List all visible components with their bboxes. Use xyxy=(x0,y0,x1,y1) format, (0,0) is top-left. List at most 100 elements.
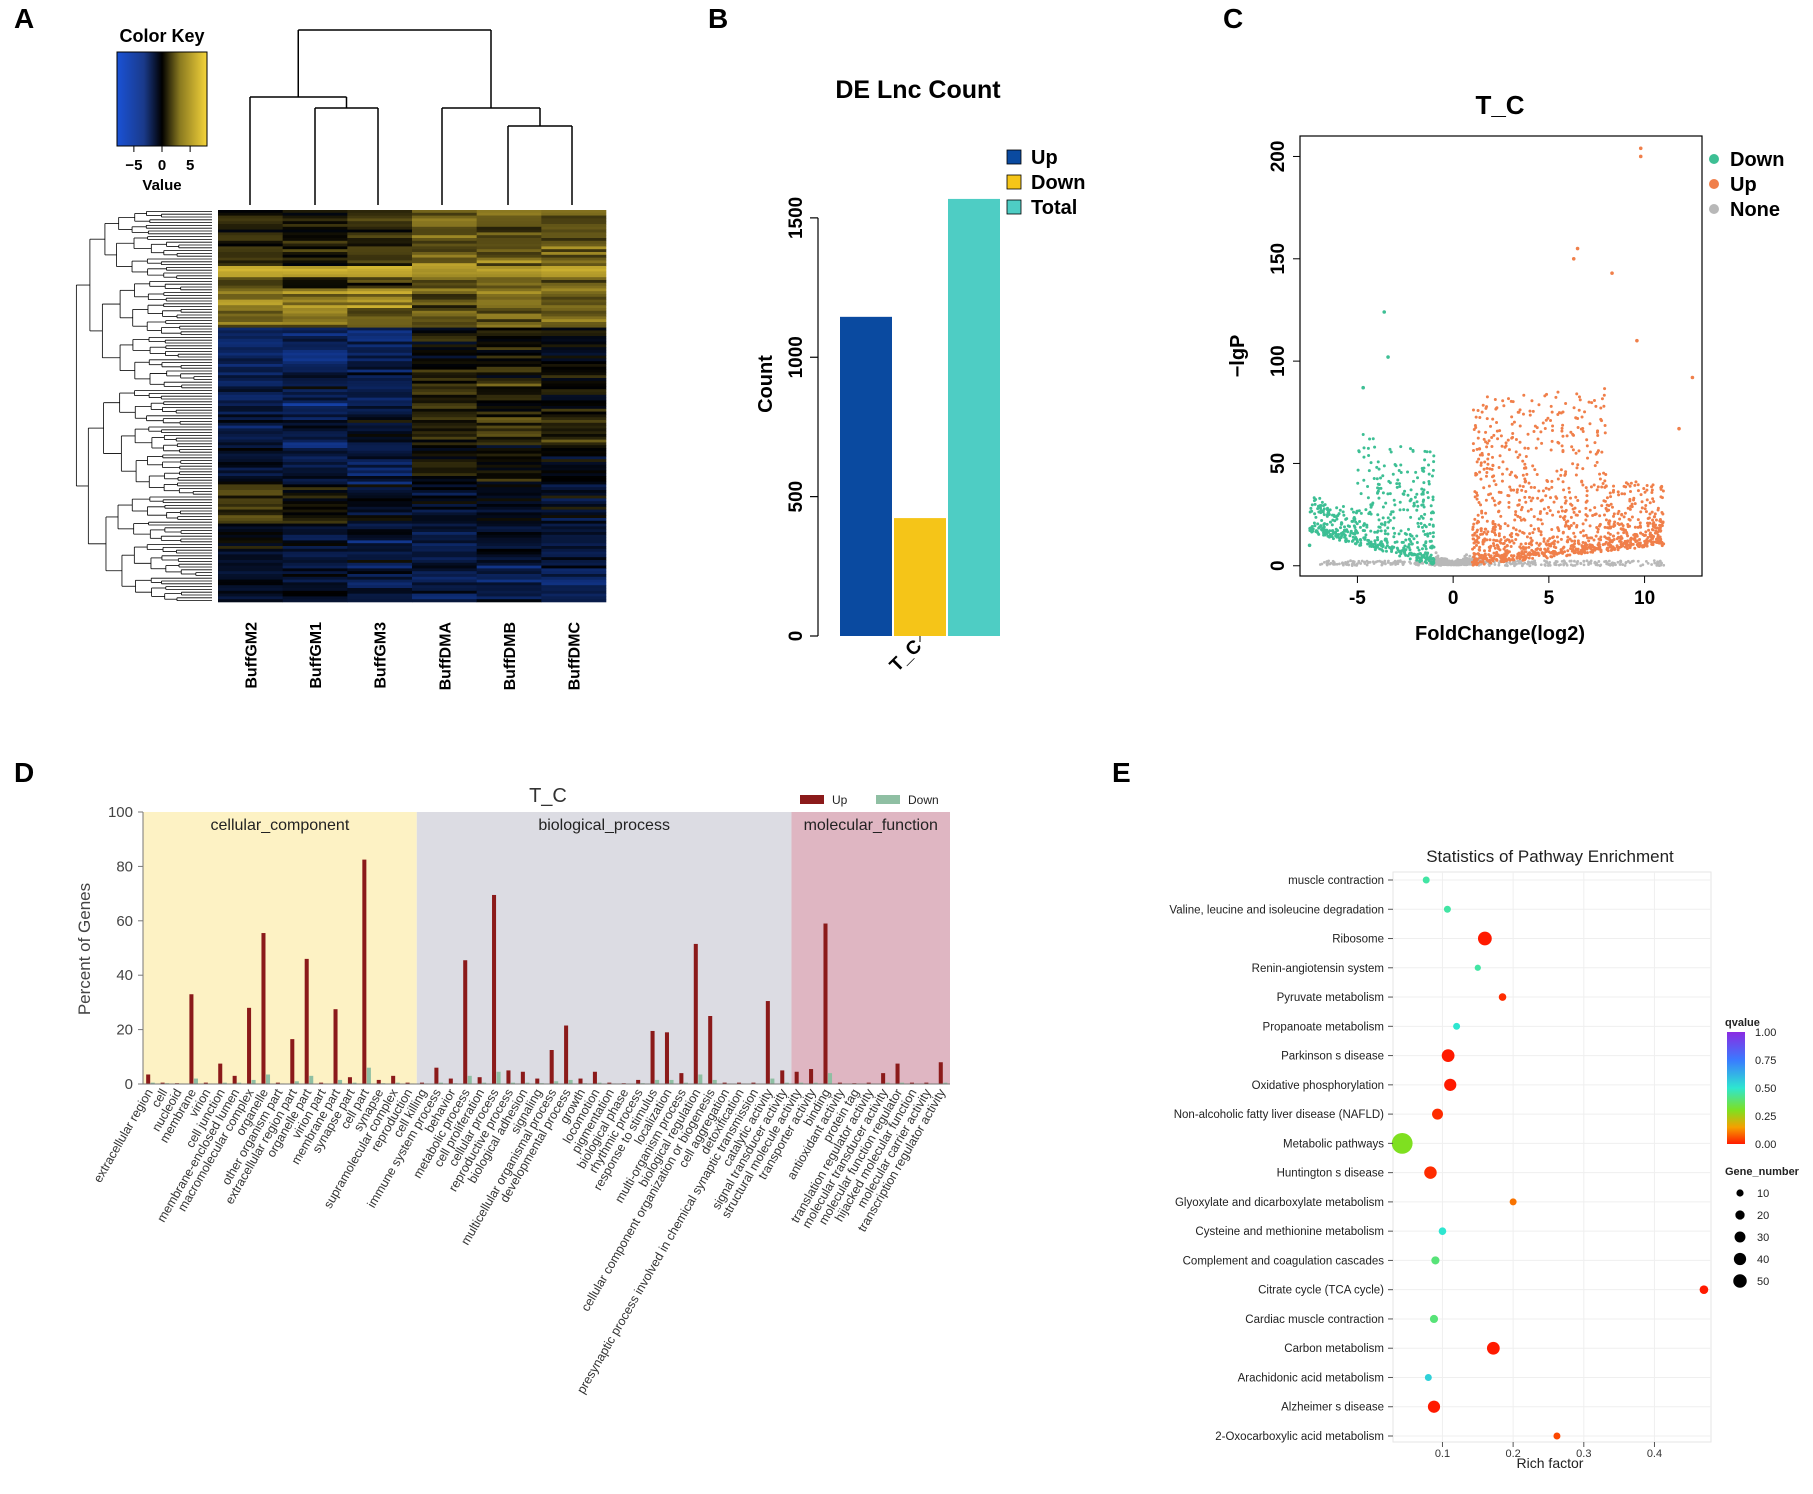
heatmap-cell xyxy=(476,422,542,426)
heatmap-cell xyxy=(347,495,413,499)
heatmap-cell xyxy=(347,534,413,538)
point-down xyxy=(1352,516,1356,520)
heatmap-cell xyxy=(541,215,607,219)
heatmap-cell xyxy=(282,294,348,298)
point-up xyxy=(1482,562,1486,566)
pathway-point xyxy=(1498,993,1507,1001)
point-none xyxy=(1511,562,1515,565)
heatmap-cell xyxy=(476,476,542,480)
heatmap-cell xyxy=(282,386,348,390)
heatmap-cell xyxy=(282,574,348,578)
point-up xyxy=(1602,404,1606,408)
heatmap-cell xyxy=(476,546,542,550)
heatmap-cell xyxy=(412,534,477,538)
point-up xyxy=(1474,471,1478,475)
heatmap-cell xyxy=(476,336,542,340)
heatmap-cell xyxy=(476,282,542,286)
heatmap-cell xyxy=(476,240,542,244)
point-down xyxy=(1408,447,1412,451)
heatmap-cell xyxy=(541,546,607,550)
heatmap-cell xyxy=(412,462,477,466)
legend-tick-label: 0.00 xyxy=(1755,1139,1776,1151)
heatmap-cell xyxy=(347,478,413,482)
heatmap-cell xyxy=(541,534,607,538)
point-none xyxy=(1505,564,1509,567)
group-label: biological_process xyxy=(538,817,670,834)
heatmap-cell xyxy=(282,456,348,460)
heatmap-cell xyxy=(282,406,348,410)
heatmap-cell xyxy=(412,492,477,496)
heatmap-cell xyxy=(412,327,477,331)
point-down xyxy=(1313,512,1317,516)
heatmap-cell xyxy=(347,574,413,578)
heatmap-cell xyxy=(282,571,348,575)
point-up xyxy=(1536,551,1540,555)
heatmap-cell xyxy=(282,599,348,603)
heatmap-cell xyxy=(218,291,283,295)
heatmap-cell xyxy=(541,271,607,275)
heatmap-cell xyxy=(347,537,413,541)
heatmap-cell xyxy=(412,562,477,566)
point-down xyxy=(1344,517,1348,521)
heatmap-cell xyxy=(218,439,283,443)
point-down xyxy=(1312,521,1316,525)
point-up xyxy=(1569,524,1573,528)
heatmap-cell xyxy=(412,501,477,505)
point-down xyxy=(1415,492,1419,496)
point-none xyxy=(1636,559,1640,563)
legend-title: Gene_number xyxy=(1725,1166,1800,1178)
pathway-point xyxy=(1443,905,1451,913)
bar-up xyxy=(809,1069,814,1084)
heatmap-cell xyxy=(541,551,607,555)
point-up xyxy=(1495,421,1499,425)
point-down xyxy=(1395,546,1399,550)
point-up xyxy=(1558,515,1562,519)
point-up xyxy=(1489,555,1493,559)
heatmap-cell xyxy=(541,341,607,345)
heatmap-cell xyxy=(347,291,413,295)
point-up xyxy=(1645,483,1649,487)
point-up xyxy=(1566,553,1570,557)
heatmap-cell xyxy=(412,322,477,326)
point-down xyxy=(1362,522,1366,526)
heatmap-cell xyxy=(347,548,413,552)
heatmap-cell xyxy=(218,333,283,337)
heatmap-cell xyxy=(412,571,477,575)
heatmap-cell xyxy=(282,504,348,508)
heatmap-cell xyxy=(347,341,413,345)
heatmap-cell xyxy=(218,512,283,516)
point-down xyxy=(1426,557,1430,561)
point-down xyxy=(1346,524,1350,528)
chart-c-points xyxy=(1307,146,1695,568)
point-up xyxy=(1520,488,1524,492)
point-up xyxy=(1607,522,1611,526)
heatmap-cell xyxy=(347,361,413,365)
point-none xyxy=(1396,562,1400,566)
heatmap-cell xyxy=(541,529,607,533)
point-up xyxy=(1638,521,1642,525)
point-up xyxy=(1526,509,1530,513)
point-up xyxy=(1544,555,1548,559)
point-up xyxy=(1654,540,1658,544)
point-up xyxy=(1488,545,1492,549)
heatmap-cell xyxy=(347,439,413,443)
heatmap-cell xyxy=(218,299,283,303)
point-up xyxy=(1532,515,1536,519)
heatmap-cell xyxy=(218,498,283,502)
heatmap-cell xyxy=(476,338,542,342)
heatmap-cell xyxy=(218,492,283,496)
heatmap-cell xyxy=(347,257,413,261)
heatmap-cell xyxy=(347,305,413,309)
point-up xyxy=(1592,399,1596,403)
heatmap-cell xyxy=(476,361,542,365)
bar-up xyxy=(290,1039,295,1084)
heatmap-cell xyxy=(476,436,542,440)
point-up xyxy=(1475,497,1479,501)
pathway-label: Oxidative phosphorylation xyxy=(1252,1080,1384,1092)
heatmap-cell xyxy=(412,436,477,440)
point-up xyxy=(1474,543,1478,547)
point-up xyxy=(1575,523,1579,527)
heatmap-cell xyxy=(282,235,348,239)
point-up xyxy=(1493,528,1497,532)
heatmap-cell xyxy=(218,288,283,292)
